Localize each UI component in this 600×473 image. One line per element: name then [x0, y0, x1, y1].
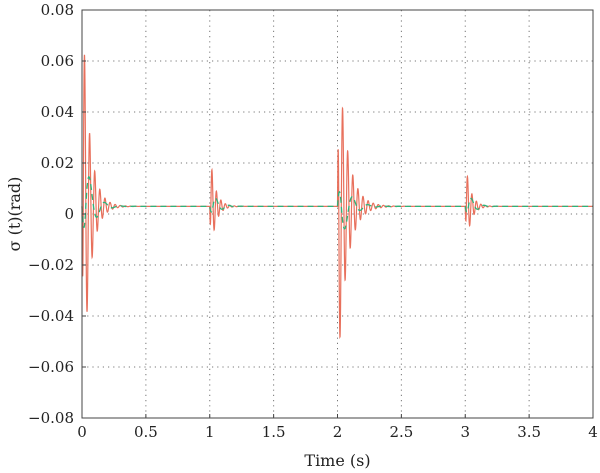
series-line-2: [81, 176, 593, 230]
x-ticks: 0 0.5 1 1.5 2 2.5 3 3.5 4: [77, 414, 598, 441]
x-tick-label: 2: [333, 423, 343, 441]
x-axis-label: Time (s): [304, 451, 370, 470]
y-tick-label: 0.02: [41, 154, 74, 172]
x-tick-label: 1: [205, 423, 215, 441]
x-tick-label: 3.5: [517, 423, 541, 441]
y-tick-label: 0.06: [41, 52, 74, 70]
y-ticks: −0.08 −0.06 −0.04 −0.02 0 0.02 0.04 0.06 0.08: [28, 1, 86, 427]
y-tick-label: −0.08: [28, 409, 74, 427]
x-tick-label: 3: [460, 423, 470, 441]
y-axis-label: σ (t)(rad): [5, 177, 24, 252]
y-tick-label: 0: [64, 205, 74, 223]
y-tick-label: −0.04: [28, 307, 74, 325]
x-tick-label: 0: [77, 423, 87, 441]
y-tick-label: −0.02: [28, 256, 74, 274]
x-tick-label: 0.5: [134, 423, 158, 441]
x-tick-label: 4: [588, 423, 598, 441]
x-tick-label: 1.5: [262, 423, 286, 441]
y-tick-label: 0.08: [41, 1, 74, 19]
series-layer: [81, 54, 593, 340]
y-tick-label: −0.06: [28, 358, 74, 376]
x-tick-label: 2.5: [389, 423, 413, 441]
y-tick-label: 0.04: [41, 103, 74, 121]
